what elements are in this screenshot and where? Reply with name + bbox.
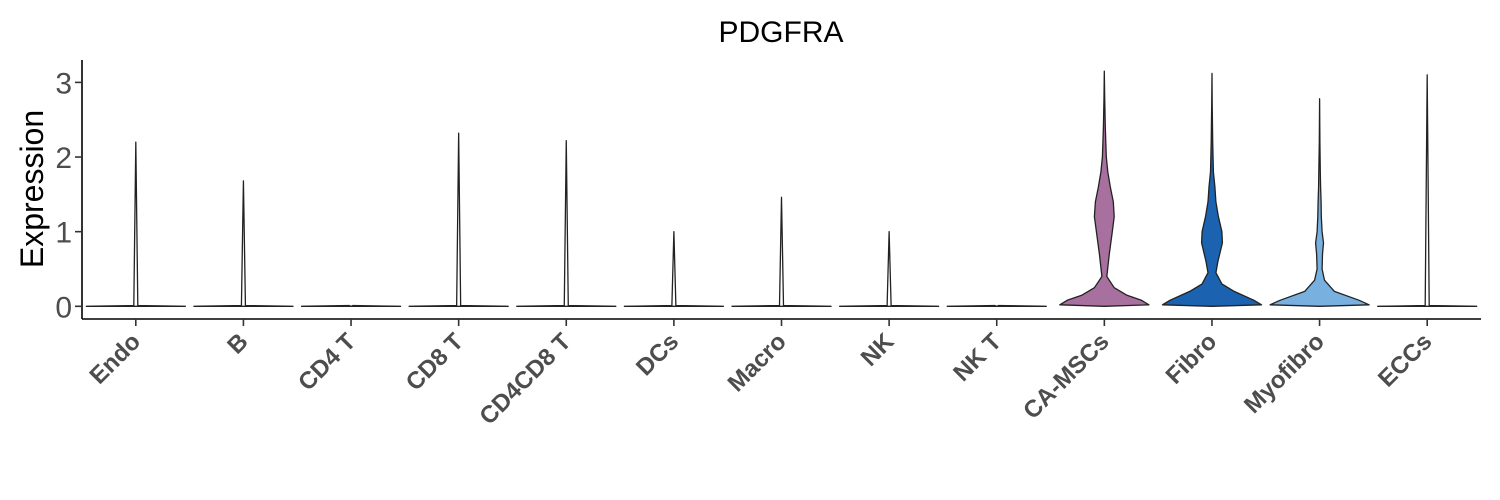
violin-b [193, 180, 294, 307]
x-tick-label: B [222, 328, 253, 359]
y-axis: 0 1 2 3 [55, 60, 83, 324]
violin-nk [838, 231, 940, 307]
y-axis-label: Expression [14, 110, 50, 268]
x-tick-label: DCs [631, 328, 684, 381]
y-tick-label: 0 [55, 291, 72, 324]
x-tick-label: Myofibro [1239, 328, 1330, 419]
violin-cd4-t [300, 304, 402, 307]
y-tick-label: 3 [55, 67, 72, 100]
y-tick-label: 1 [55, 217, 72, 250]
x-tick-label: CD8 T [401, 328, 469, 396]
violin-endo [85, 141, 186, 307]
violin-macro [731, 196, 832, 307]
violin-ca-mscs [1059, 70, 1150, 307]
x-tick-label: CA-MSCs [1018, 328, 1114, 424]
x-axis: Endo B CD4 T CD8 T CD4CD8 T DCs Macro NK NK T CA-… [82, 318, 1481, 430]
violin-nk-t [946, 304, 1047, 307]
chart-title: PDGFRA [718, 16, 843, 49]
y-tick-label: 2 [55, 142, 72, 175]
violin-fibro [1161, 72, 1263, 307]
violin-eccs [1377, 74, 1478, 307]
violin-group [85, 70, 1478, 307]
x-tick-label: ECCs [1373, 328, 1437, 392]
x-tick-label: NK T [948, 328, 1007, 387]
x-tick-label: NK [856, 328, 900, 372]
violin-cd4cd8-t [516, 139, 617, 307]
x-tick-label: CD4 T [293, 328, 361, 396]
x-tick-label: CD4CD8 T [474, 328, 576, 430]
x-tick-label: Endo [85, 328, 147, 390]
x-tick-label: Fibro [1161, 328, 1223, 390]
violin-cd8-t [408, 132, 509, 307]
x-tick-label: Macro [723, 328, 792, 397]
violin-dcs [623, 231, 725, 307]
violin-myofibro [1269, 98, 1370, 307]
